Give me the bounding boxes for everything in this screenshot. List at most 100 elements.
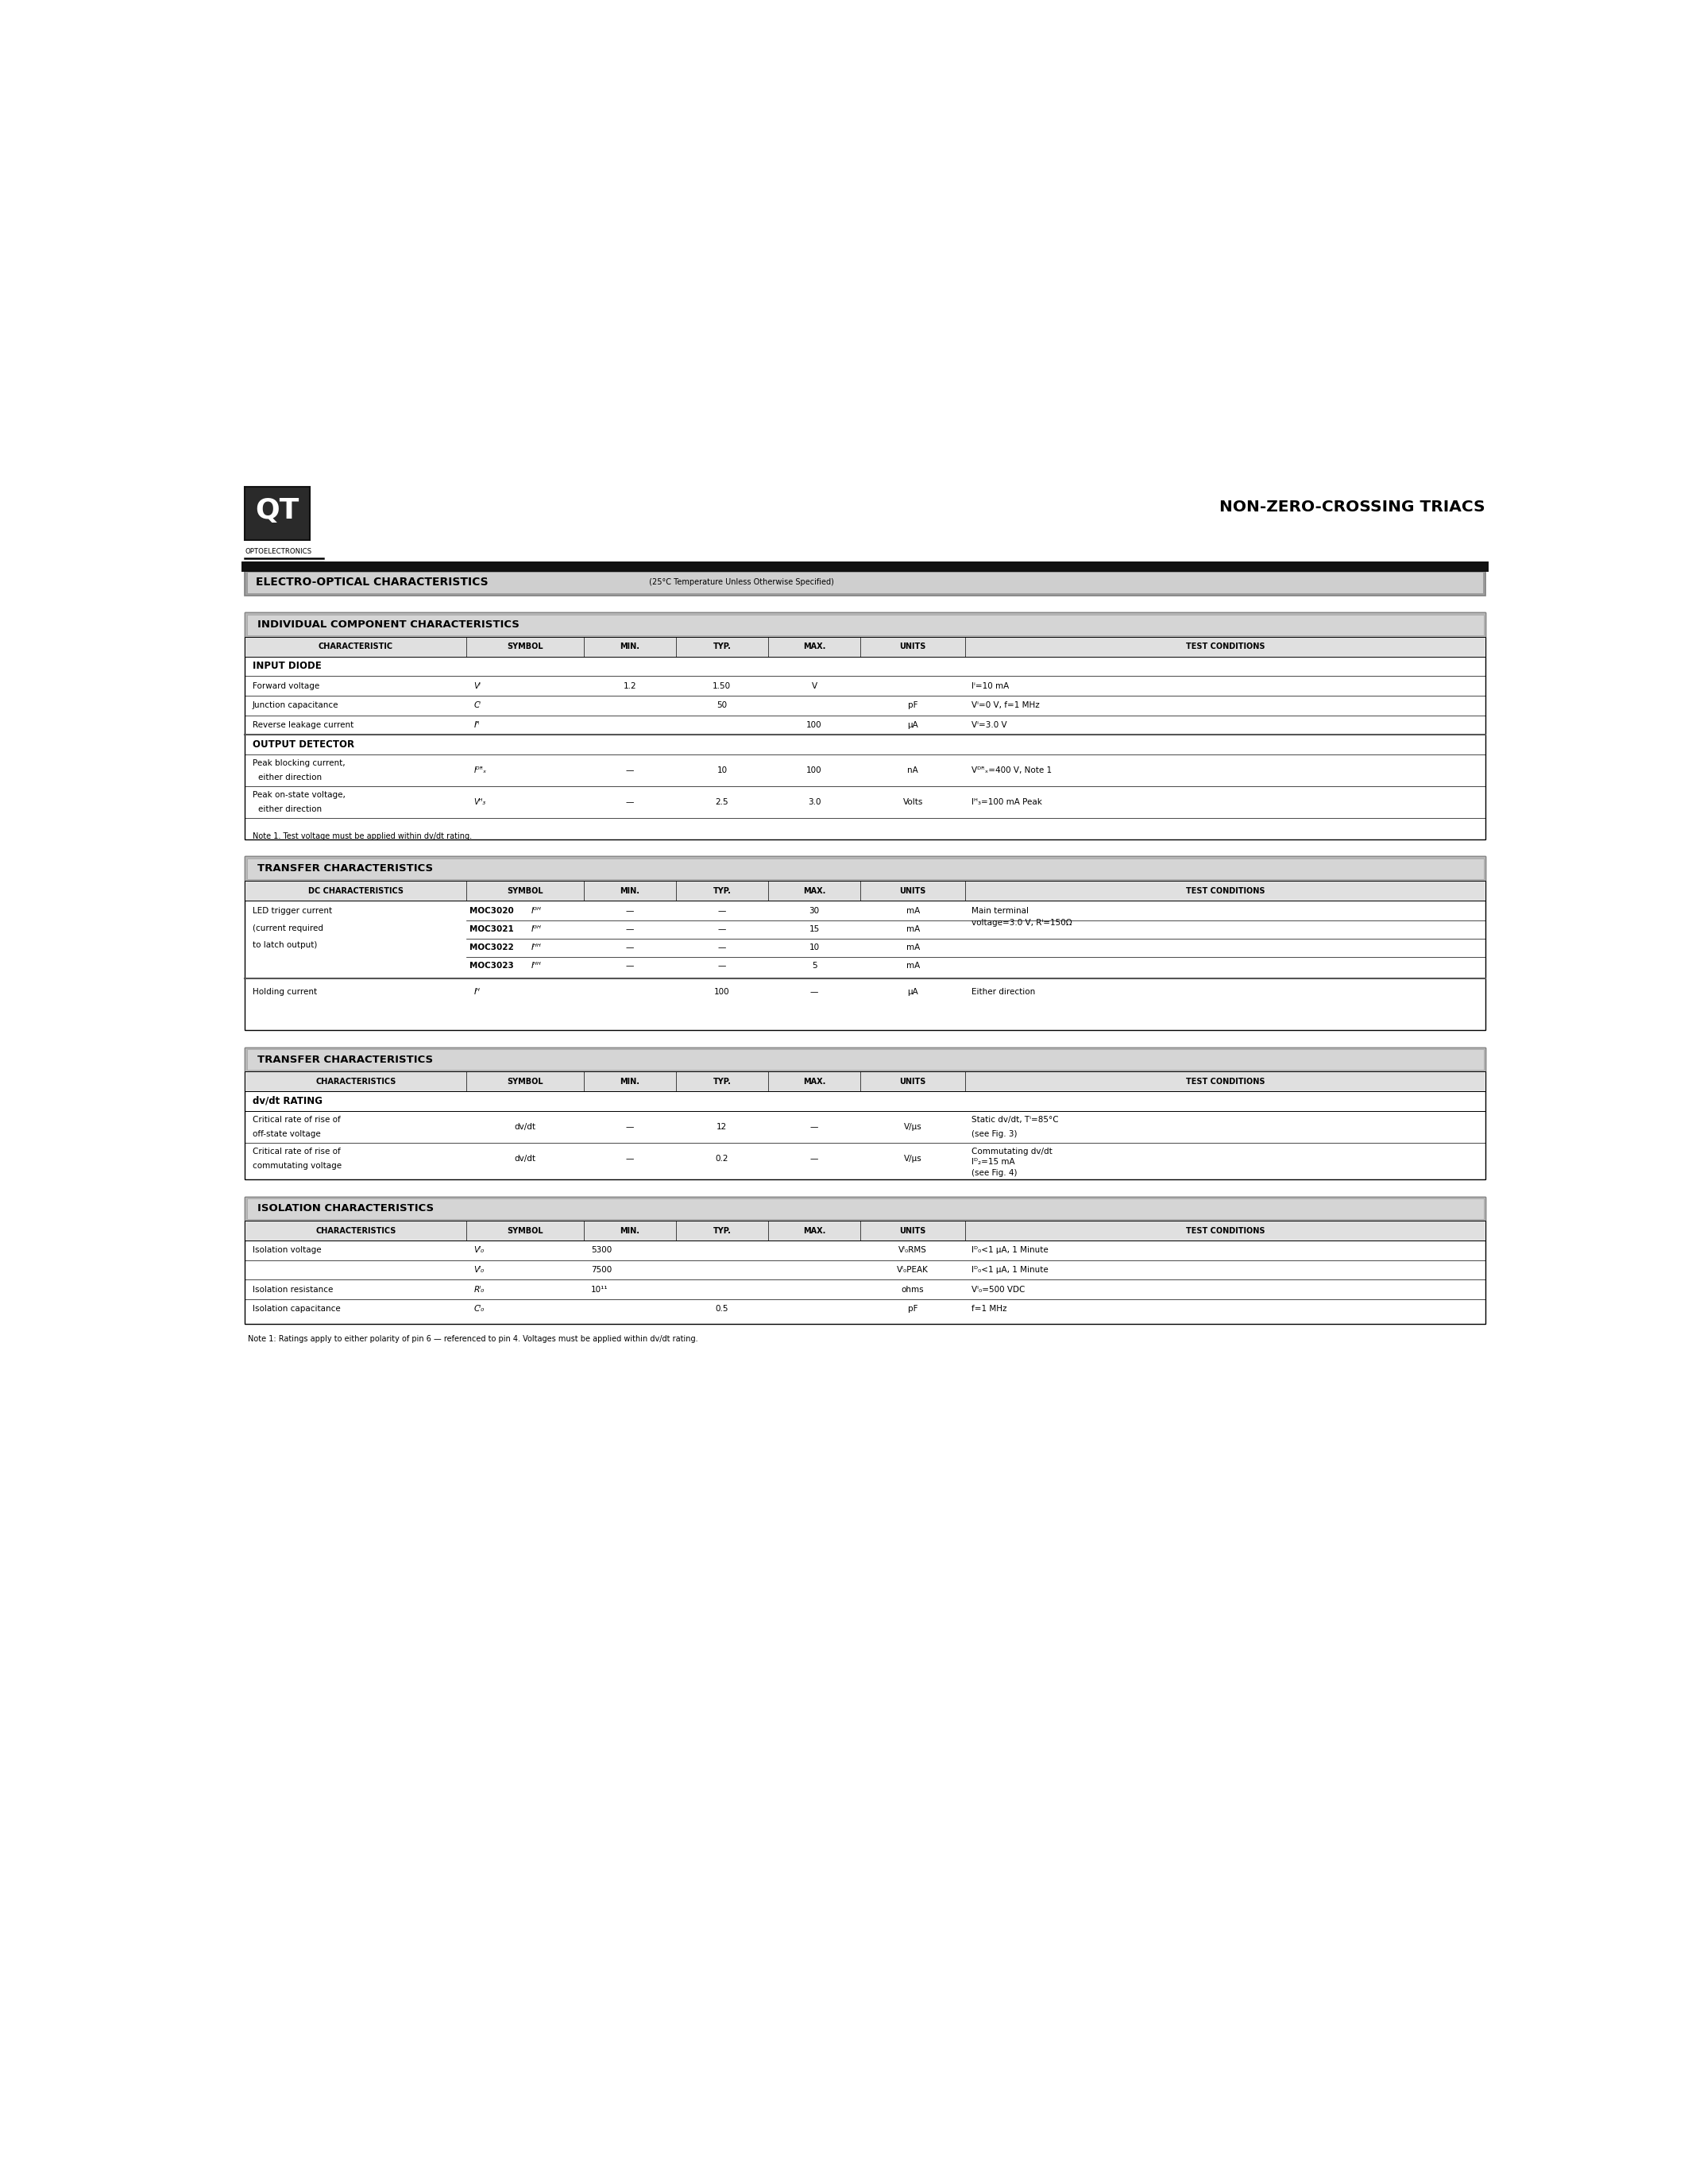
Bar: [245, 1197, 1485, 1324]
Bar: [245, 570, 1485, 596]
Text: —: —: [626, 943, 633, 952]
Text: Peak blocking current,: Peak blocking current,: [252, 760, 344, 767]
Text: Iᴰ₂=15 mA: Iᴰ₂=15 mA: [971, 1158, 1014, 1166]
Text: Main terminal: Main terminal: [971, 906, 1028, 915]
Text: 50: 50: [717, 701, 728, 710]
Text: Isolation voltage: Isolation voltage: [252, 1247, 321, 1254]
Text: 100: 100: [807, 721, 822, 729]
Bar: [245, 612, 1485, 839]
Text: 5300: 5300: [591, 1247, 611, 1254]
Bar: [245, 612, 1485, 638]
Text: MOC3020: MOC3020: [469, 906, 513, 915]
Text: 5: 5: [812, 961, 817, 970]
Text: V/μs: V/μs: [903, 1123, 922, 1131]
Text: Iᴰ₀<1 μA, 1 Minute: Iᴰ₀<1 μA, 1 Minute: [971, 1247, 1048, 1254]
Text: —: —: [717, 906, 726, 915]
Text: Junction capacitance: Junction capacitance: [252, 701, 338, 710]
Text: ELECTRO-OPTICAL CHARACTERISTICS: ELECTRO-OPTICAL CHARACTERISTICS: [257, 577, 488, 587]
Bar: [245, 1221, 1485, 1241]
Text: —: —: [810, 1123, 819, 1131]
Text: TRANSFER CHARACTERISTICS: TRANSFER CHARACTERISTICS: [257, 863, 432, 874]
Bar: [245, 880, 1485, 900]
Text: ISOLATION CHARACTERISTICS: ISOLATION CHARACTERISTICS: [257, 1203, 434, 1214]
Text: Vᴰᴿₓ=400 V, Note 1: Vᴰᴿₓ=400 V, Note 1: [971, 767, 1052, 773]
Text: mA: mA: [906, 961, 920, 970]
Text: 100: 100: [714, 987, 729, 996]
Text: SYMBOL: SYMBOL: [506, 887, 544, 895]
Bar: [241, 561, 1489, 572]
Text: ohms: ohms: [901, 1286, 925, 1293]
Text: —: —: [626, 1123, 633, 1131]
Text: Vᴴ₃: Vᴴ₃: [474, 797, 486, 806]
Text: Vᴵ₀RMS: Vᴵ₀RMS: [898, 1247, 927, 1254]
Bar: [245, 856, 1485, 1031]
Text: mA: mA: [906, 943, 920, 952]
Text: TYP.: TYP.: [712, 1227, 731, 1234]
Bar: [245, 1048, 1485, 1072]
Text: f=1 MHz: f=1 MHz: [971, 1306, 1006, 1313]
Text: TEST CONDITIONS: TEST CONDITIONS: [1185, 887, 1264, 895]
Text: (see Fig. 4): (see Fig. 4): [971, 1168, 1016, 1177]
Text: Iᴰ₀<1 μA, 1 Minute: Iᴰ₀<1 μA, 1 Minute: [971, 1267, 1048, 1273]
Text: Vⁱ=3.0 V: Vⁱ=3.0 V: [971, 721, 1006, 729]
Text: (see Fig. 3): (see Fig. 3): [971, 1129, 1016, 1138]
Text: dv/dt RATING: dv/dt RATING: [252, 1096, 322, 1107]
Bar: [245, 487, 309, 539]
Text: TYP.: TYP.: [712, 642, 731, 651]
Bar: [245, 856, 1485, 880]
Text: LED trigger current: LED trigger current: [252, 906, 333, 915]
Text: dv/dt: dv/dt: [515, 1155, 535, 1162]
Text: Holding current: Holding current: [252, 987, 317, 996]
Text: TYP.: TYP.: [712, 887, 731, 895]
Text: μA: μA: [908, 721, 918, 729]
Text: MOC3021: MOC3021: [469, 926, 513, 933]
Text: dv/dt: dv/dt: [515, 1123, 535, 1131]
Text: MAX.: MAX.: [803, 1077, 825, 1085]
Text: —: —: [626, 767, 633, 773]
Text: V/μs: V/μs: [903, 1155, 922, 1162]
Text: 100: 100: [807, 767, 822, 773]
Text: —: —: [717, 961, 726, 970]
Text: INDIVIDUAL COMPONENT CHARACTERISTICS: INDIVIDUAL COMPONENT CHARACTERISTICS: [257, 620, 520, 629]
Text: SYMBOL: SYMBOL: [506, 642, 544, 651]
Bar: [245, 1197, 1485, 1221]
Text: TYP.: TYP.: [712, 1077, 731, 1085]
Text: 30: 30: [809, 906, 820, 915]
Text: Either direction: Either direction: [971, 987, 1035, 996]
Text: Critical rate of rise of: Critical rate of rise of: [252, 1147, 341, 1155]
Text: Vᴵ₀=500 VDC: Vᴵ₀=500 VDC: [971, 1286, 1025, 1293]
Text: Critical rate of rise of: Critical rate of rise of: [252, 1116, 341, 1123]
Text: —: —: [626, 961, 633, 970]
Text: Vᴵ₀: Vᴵ₀: [474, 1247, 484, 1254]
Text: —: —: [626, 797, 633, 806]
Text: Commutating dv/dt: Commutating dv/dt: [971, 1147, 1052, 1155]
Text: 15: 15: [809, 926, 820, 933]
Text: Vᴵ₀: Vᴵ₀: [474, 1267, 484, 1273]
Text: pF: pF: [908, 701, 918, 710]
Bar: [245, 1048, 1485, 1179]
Text: pF: pF: [908, 1306, 918, 1313]
Text: 3.0: 3.0: [809, 797, 820, 806]
Text: MIN.: MIN.: [619, 1077, 640, 1085]
Text: either direction: either direction: [258, 773, 322, 782]
Text: CHARACTERISTICS: CHARACTERISTICS: [316, 1227, 397, 1234]
Text: Isolation capacitance: Isolation capacitance: [252, 1306, 341, 1313]
Text: MOC3022: MOC3022: [469, 943, 513, 952]
Text: Iᴳᴴ: Iᴳᴴ: [532, 906, 542, 915]
Text: MIN.: MIN.: [619, 887, 640, 895]
Text: SYMBOL: SYMBOL: [506, 1077, 544, 1085]
Text: QT: QT: [255, 498, 299, 524]
Text: UNITS: UNITS: [900, 1077, 927, 1085]
Text: —: —: [626, 1155, 633, 1162]
Text: Iᴴ₃=100 mA Peak: Iᴴ₃=100 mA Peak: [971, 797, 1041, 806]
Text: MAX.: MAX.: [803, 887, 825, 895]
Text: Iᴴ: Iᴴ: [474, 987, 479, 996]
Text: TEST CONDITIONS: TEST CONDITIONS: [1185, 1077, 1264, 1085]
Text: Vᴵ₀PEAK: Vᴵ₀PEAK: [896, 1267, 928, 1273]
Text: Iᴴᴴ: Iᴴᴴ: [532, 961, 542, 970]
Text: 1.50: 1.50: [712, 681, 731, 690]
Text: 7500: 7500: [591, 1267, 611, 1273]
Text: (current required: (current required: [252, 924, 322, 933]
Text: UNITS: UNITS: [900, 887, 927, 895]
Bar: [246, 1048, 1484, 1070]
